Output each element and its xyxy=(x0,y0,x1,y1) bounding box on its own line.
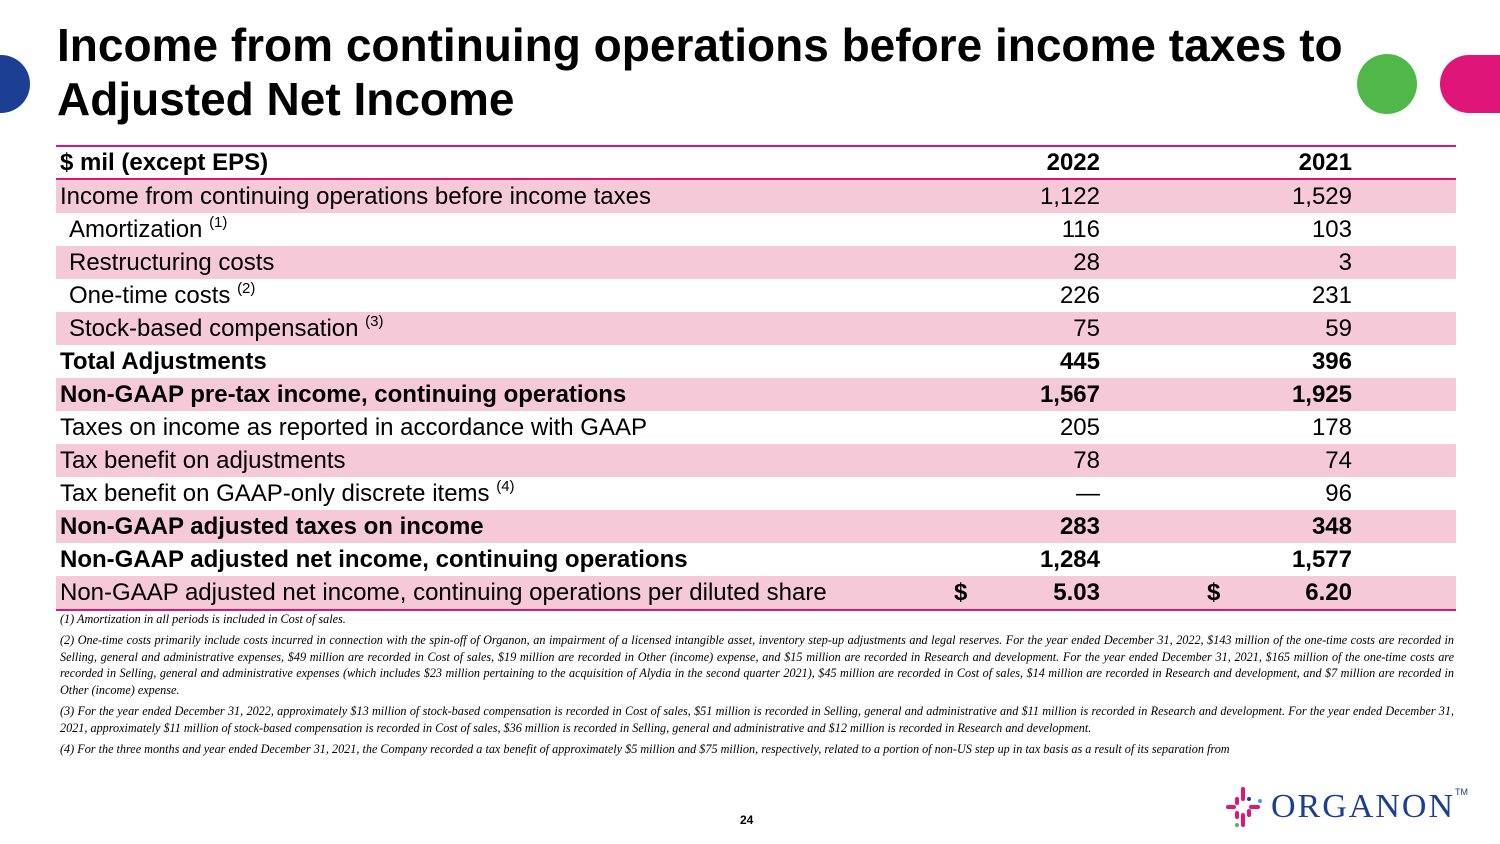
value-2021: 348 xyxy=(1311,513,1352,540)
table-row: Restructuring costs 28 3 xyxy=(56,246,1456,279)
row-label-text: Total Adjustments xyxy=(60,348,267,375)
row-label: Total Adjustments xyxy=(60,345,267,378)
value-2022: 445 xyxy=(1059,348,1100,375)
table-row: Tax benefit on adjustments 78 74 xyxy=(56,444,1456,477)
value-2021: 231 xyxy=(1311,282,1352,309)
row-label-text: Amortization xyxy=(69,216,203,243)
value-2021: 96 xyxy=(1325,480,1352,507)
row-label: Non-GAAP adjusted net income, continuing… xyxy=(60,543,688,576)
logo-text: ORGANON xyxy=(1271,788,1455,825)
row-label: Income from continuing operations before… xyxy=(60,180,651,213)
row-label: Stock-based compensation (3) xyxy=(69,312,384,345)
value-2021: 178 xyxy=(1311,414,1352,441)
value-2021: 74 xyxy=(1325,447,1352,474)
value-2022: 283 xyxy=(1059,513,1100,540)
value-2022: 226 xyxy=(1059,282,1100,309)
row-label: Tax benefit on GAAP-only discrete items … xyxy=(60,477,515,510)
footnote-ref: (3) xyxy=(365,313,384,330)
table-row: Non-GAAP adjusted net income, continuing… xyxy=(56,576,1456,609)
footnote-2: (2) One-time costs primarily include cos… xyxy=(60,632,1454,698)
organon-logo: ORGANON TM xyxy=(1225,785,1468,829)
row-label-text: Non-GAAP adjusted net income, continuing… xyxy=(60,579,827,606)
value-2022: — xyxy=(1076,480,1100,507)
row-label: Tax benefit on adjustments xyxy=(60,444,346,477)
value-2022: 1,567 xyxy=(1039,381,1100,408)
row-label-text: Restructuring costs xyxy=(69,249,275,276)
organon-mark-icon xyxy=(1226,787,1262,827)
table-row: Total Adjustments 445 396 xyxy=(56,345,1456,378)
value-2022: 78 xyxy=(1073,447,1100,474)
decorative-pink-shape xyxy=(1440,55,1500,113)
row-label-text: Taxes on income as reported in accordanc… xyxy=(60,414,647,441)
trademark: TM xyxy=(1455,787,1468,797)
reconciliation-table: $ mil (except EPS) 2022 2021 Income from… xyxy=(56,145,1456,611)
row-label-text: Tax benefit on adjustments xyxy=(60,447,346,474)
footnote-4: (4) For the three months and year ended … xyxy=(60,741,1230,756)
footnotes: (1) Amortization in all periods is inclu… xyxy=(60,611,1454,761)
table-row: Stock-based compensation (3) 75 59 xyxy=(56,312,1456,345)
row-label-text: Non-GAAP adjusted net income, continuing… xyxy=(60,546,688,573)
page-title: Income from continuing operations before… xyxy=(57,19,1343,125)
footnote-3: (3) For the year ended December 31, 2022… xyxy=(60,703,1454,735)
value-2021: 3 xyxy=(1338,249,1352,276)
table-row: One-time costs (2) 226 231 xyxy=(56,279,1456,312)
decorative-blue-shape xyxy=(0,55,30,113)
value-2021: 6.20 xyxy=(1305,579,1352,606)
row-label: One-time costs (2) xyxy=(69,279,255,312)
footnote-ref: (4) xyxy=(496,478,515,495)
footnote-ref: (1) xyxy=(209,214,228,231)
currency-2022: $ xyxy=(954,579,968,606)
row-label-text: One-time costs xyxy=(69,282,231,309)
currency-2021: $ xyxy=(1207,579,1221,606)
table-row: Taxes on income as reported in accordanc… xyxy=(56,411,1456,444)
header-2021: 2021 xyxy=(1298,149,1352,176)
row-label-text: Stock-based compensation xyxy=(69,315,359,342)
row-label: Non-GAAP adjusted net income, continuing… xyxy=(60,576,827,609)
table-header: $ mil (except EPS) 2022 2021 xyxy=(56,147,1456,180)
footnote-1: (1) Amortization in all periods is inclu… xyxy=(60,612,346,626)
row-label-text: Non-GAAP adjusted taxes on income xyxy=(60,513,484,540)
value-2021: 396 xyxy=(1311,348,1352,375)
value-2022: 1,284 xyxy=(1039,546,1100,573)
value-2022: 28 xyxy=(1073,249,1100,276)
value-2022: 205 xyxy=(1059,414,1100,441)
row-label-text: Non-GAAP pre-tax income, continuing oper… xyxy=(60,381,627,408)
decorative-green-circle xyxy=(1357,54,1417,114)
table-row: Non-GAAP adjusted net income, continuing… xyxy=(56,543,1456,576)
value-2021: 1,925 xyxy=(1291,381,1352,408)
value-2021: 59 xyxy=(1325,315,1352,342)
row-label: Restructuring costs xyxy=(69,246,274,279)
row-label: Non-GAAP adjusted taxes on income xyxy=(60,510,484,543)
row-label: Amortization (1) xyxy=(69,213,227,246)
row-label: Non-GAAP pre-tax income, continuing oper… xyxy=(60,378,626,411)
value-2022: 116 xyxy=(1061,216,1100,243)
header-2022: 2022 xyxy=(1046,149,1100,176)
page-number: 24 xyxy=(740,813,754,827)
value-2021: 103 xyxy=(1311,216,1352,243)
table-row: Income from continuing operations before… xyxy=(56,180,1456,213)
row-label-text: Tax benefit on GAAP-only discrete items xyxy=(60,480,490,507)
header-label: $ mil (except EPS) xyxy=(60,149,269,176)
value-2022: 5.03 xyxy=(1053,579,1100,606)
row-label: Taxes on income as reported in accordanc… xyxy=(60,411,647,444)
value-2022: 75 xyxy=(1073,315,1100,342)
table-row: Non-GAAP adjusted taxes on income 283 348 xyxy=(56,510,1456,543)
value-2021: 1,529 xyxy=(1291,183,1352,210)
footnote-ref: (2) xyxy=(237,280,256,297)
table-row: Non-GAAP pre-tax income, continuing oper… xyxy=(56,378,1456,411)
table-row: Tax benefit on GAAP-only discrete items … xyxy=(56,477,1456,510)
table-row: Amortization (1) 116 103 xyxy=(56,213,1456,246)
value-2022: 1,122 xyxy=(1039,183,1100,210)
row-label-text: Income from continuing operations before… xyxy=(60,183,651,210)
value-2021: 1,577 xyxy=(1291,546,1352,573)
